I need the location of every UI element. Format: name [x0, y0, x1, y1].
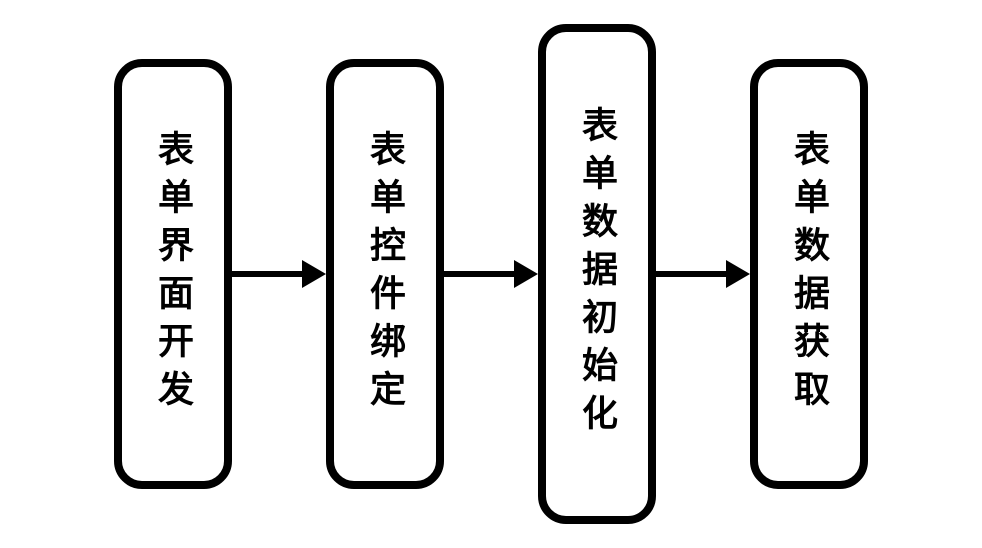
- arrow-line: [444, 271, 514, 277]
- arrow-head-icon: [514, 260, 538, 288]
- arrow-head-icon: [726, 260, 750, 288]
- flowchart-node-4: 表单数据获取: [750, 59, 868, 489]
- arrow-line: [232, 271, 302, 277]
- node-label: 表单数据获取: [783, 130, 835, 418]
- flowchart-arrow-1: [232, 260, 326, 288]
- node-label: 表单控件绑定: [359, 130, 411, 418]
- flowchart-arrow-2: [444, 260, 538, 288]
- flowchart-node-1: 表单界面开发: [114, 59, 232, 489]
- arrow-line: [656, 271, 726, 277]
- arrow-head-icon: [302, 260, 326, 288]
- node-label: 表单界面开发: [147, 130, 199, 418]
- flowchart-arrow-3: [656, 260, 750, 288]
- flowchart-node-2: 表单控件绑定: [326, 59, 444, 489]
- flowchart-node-3: 表单数据初始化: [538, 24, 656, 524]
- node-label: 表单数据初始化: [571, 106, 623, 442]
- flowchart-container: 表单界面开发 表单控件绑定 表单数据初始化 表单数据获取: [114, 24, 868, 524]
